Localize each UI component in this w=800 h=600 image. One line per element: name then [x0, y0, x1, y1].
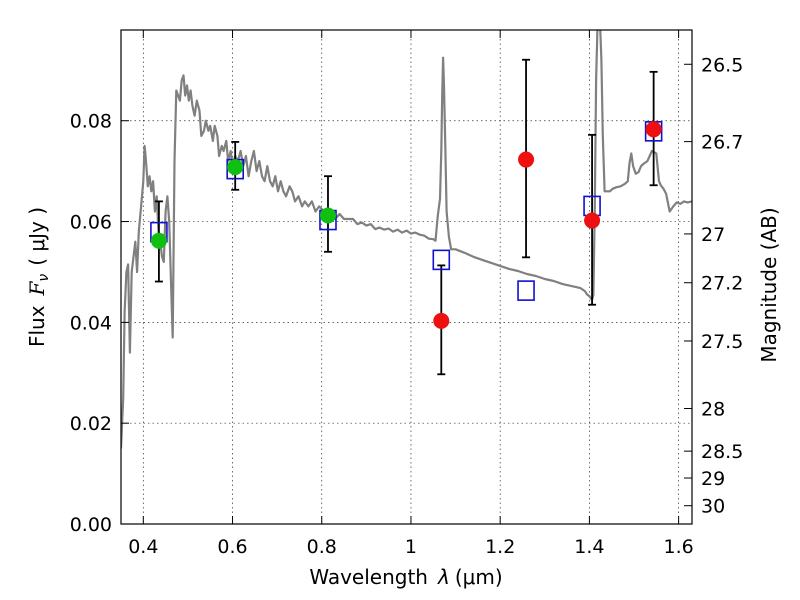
sed-curve-line: [121, 30, 692, 449]
plot-frame: [120, 29, 693, 525]
axis-ticks: 0.4 0.6 0.8 1 1.2 1.4 1.6 0.00 0.02 0.04 0.06 0.08 2…: [70, 30, 743, 558]
x-tick-label: 0.6: [217, 536, 247, 558]
y-tick-label: 0.08: [70, 111, 112, 133]
x-tick-label: 0.4: [128, 536, 158, 558]
mag-tick-label: 30: [701, 496, 725, 518]
y2-axis-label: Magnitude (AB): [757, 207, 781, 362]
red-flux-point: [584, 212, 601, 229]
error-bars: [154, 58, 658, 376]
model-flux-marker: [432, 249, 451, 271]
mag-tick-label: 27: [701, 224, 725, 246]
model-flux-marker: [517, 280, 535, 301]
mag-tick-label: 26.7: [701, 132, 743, 154]
y-tick-label: 0.02: [70, 413, 112, 435]
detection-point: [150, 232, 167, 249]
x-tick-label: 1.6: [664, 536, 694, 558]
sed-model-curve: [121, 30, 692, 449]
y-axis-label: FluxFν( μJy ): [25, 207, 52, 347]
detection-point: [227, 159, 244, 176]
observed-photometry-points: [150, 121, 662, 329]
x-tick-label: 1: [405, 536, 417, 558]
mag-tick-label: 28.5: [701, 441, 743, 463]
mag-tick-label: 27.5: [701, 331, 743, 353]
y-tick-label: 0.06: [70, 212, 112, 234]
y-tick-label: 0.04: [70, 312, 112, 334]
red-flux-point: [518, 151, 535, 168]
x-axis-label: Wavelength λ (μm): [309, 565, 502, 589]
mag-tick-label: 27.2: [701, 273, 743, 295]
mag-tick-label: 26.5: [701, 54, 743, 76]
x-tick-label: 1.2: [485, 536, 515, 558]
x-tick-label: 0.8: [307, 536, 337, 558]
mag-tick-label: 29: [701, 468, 725, 490]
y-tick-label: 0.00: [70, 514, 112, 536]
x-tick-label: 1.4: [574, 536, 604, 558]
grid: [121, 30, 692, 524]
mag-tick-label: 28: [701, 399, 725, 421]
red-flux-point: [645, 121, 662, 138]
red-flux-point: [433, 312, 450, 329]
detection-point: [319, 207, 336, 224]
